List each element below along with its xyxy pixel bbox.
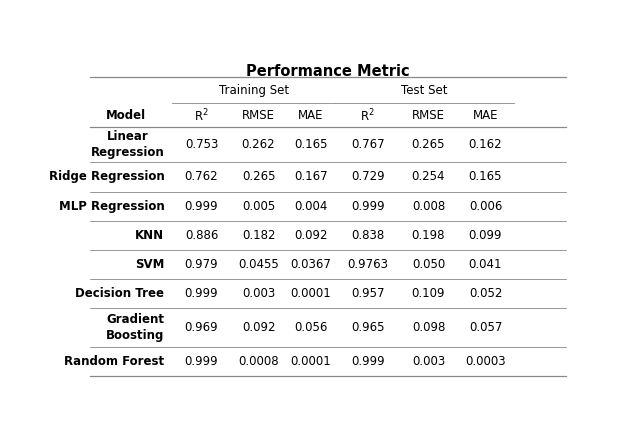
Text: 0.092: 0.092 (242, 321, 275, 334)
Text: 0.050: 0.050 (412, 258, 445, 271)
Text: 0.198: 0.198 (412, 229, 445, 242)
Text: 0.265: 0.265 (412, 138, 445, 151)
Text: Gradient
Boosting: Gradient Boosting (106, 313, 164, 342)
Text: R$^{2}$: R$^{2}$ (194, 108, 209, 124)
Text: 0.182: 0.182 (242, 229, 275, 242)
Text: Performance Metric: Performance Metric (246, 64, 410, 79)
Text: 0.999: 0.999 (351, 200, 385, 213)
Text: 0.005: 0.005 (242, 200, 275, 213)
Text: 0.886: 0.886 (185, 229, 218, 242)
Text: 0.165: 0.165 (294, 138, 328, 151)
Text: 0.254: 0.254 (412, 171, 445, 184)
Text: R$^{2}$: R$^{2}$ (360, 108, 375, 124)
Text: 0.999: 0.999 (185, 355, 218, 368)
Text: 0.753: 0.753 (185, 138, 218, 151)
Text: 0.003: 0.003 (412, 355, 445, 368)
Text: MAE: MAE (298, 110, 323, 123)
Text: 0.0003: 0.0003 (465, 355, 506, 368)
Text: 0.762: 0.762 (185, 171, 218, 184)
Text: Random Forest: Random Forest (64, 355, 164, 368)
Text: 0.099: 0.099 (468, 229, 502, 242)
Text: SVM: SVM (135, 258, 164, 271)
Text: 0.767: 0.767 (351, 138, 385, 151)
Text: 0.999: 0.999 (351, 355, 385, 368)
Text: Linear
Regression: Linear Regression (91, 130, 164, 159)
Text: RMSE: RMSE (242, 110, 275, 123)
Text: 0.838: 0.838 (351, 229, 384, 242)
Text: 0.056: 0.056 (294, 321, 327, 334)
Text: RMSE: RMSE (412, 110, 445, 123)
Text: 0.729: 0.729 (351, 171, 385, 184)
Text: 0.098: 0.098 (412, 321, 445, 334)
Text: 0.052: 0.052 (468, 287, 502, 300)
Text: 0.0008: 0.0008 (238, 355, 279, 368)
Text: 0.0455: 0.0455 (238, 258, 279, 271)
Text: 0.092: 0.092 (294, 229, 328, 242)
Text: 0.167: 0.167 (294, 171, 328, 184)
Text: Training Set: Training Set (218, 84, 289, 97)
Text: 0.965: 0.965 (351, 321, 385, 334)
Text: 0.979: 0.979 (185, 258, 218, 271)
Text: MLP Regression: MLP Regression (59, 200, 164, 213)
Text: Test Set: Test Set (401, 84, 448, 97)
Text: 0.041: 0.041 (468, 258, 502, 271)
Text: 0.109: 0.109 (412, 287, 445, 300)
Text: 0.008: 0.008 (412, 200, 445, 213)
Text: 0.957: 0.957 (351, 287, 385, 300)
Text: KNN: KNN (135, 229, 164, 242)
Text: Decision Tree: Decision Tree (76, 287, 164, 300)
Text: Model: Model (106, 110, 146, 123)
Text: 0.969: 0.969 (185, 321, 218, 334)
Text: 0.9763: 0.9763 (347, 258, 388, 271)
Text: 0.165: 0.165 (468, 171, 502, 184)
Text: 0.999: 0.999 (185, 287, 218, 300)
Text: 0.004: 0.004 (294, 200, 327, 213)
Text: 0.0001: 0.0001 (291, 355, 331, 368)
Text: 0.999: 0.999 (185, 200, 218, 213)
Text: 0.006: 0.006 (468, 200, 502, 213)
Text: 0.003: 0.003 (242, 287, 275, 300)
Text: 0.262: 0.262 (242, 138, 275, 151)
Text: 0.0001: 0.0001 (291, 287, 331, 300)
Text: 0.0367: 0.0367 (290, 258, 331, 271)
Text: 0.057: 0.057 (468, 321, 502, 334)
Text: 0.265: 0.265 (242, 171, 275, 184)
Text: Ridge Regression: Ridge Regression (49, 171, 164, 184)
Text: MAE: MAE (473, 110, 498, 123)
Text: 0.162: 0.162 (468, 138, 502, 151)
